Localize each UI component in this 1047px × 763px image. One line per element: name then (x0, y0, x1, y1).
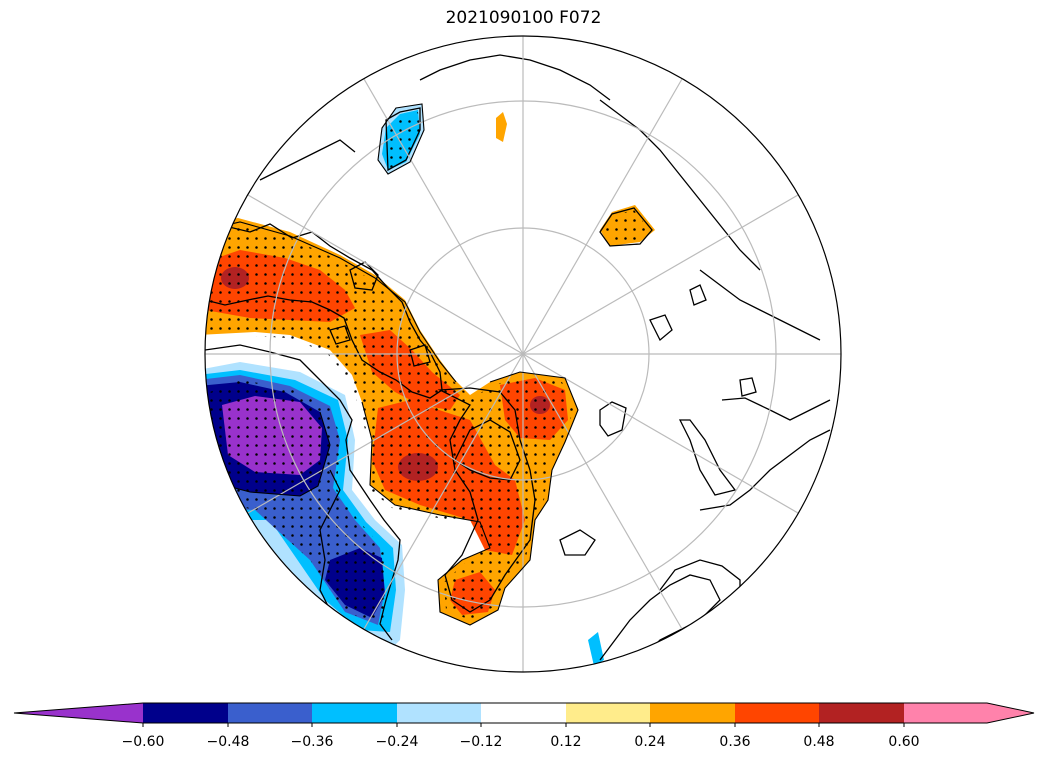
map-boundary (204, 35, 842, 673)
coast-fjord-islands (649, 284, 757, 397)
stipple-siberia (384, 112, 420, 168)
contour-line-north-america (205, 411, 331, 497)
colorbar (13, 702, 1035, 727)
colorbar-ticks (142, 723, 905, 727)
colorbar-tick-label: −0.36 (290, 734, 334, 750)
colorbar-tick-label: 0.60 (888, 734, 920, 750)
colorbar-segment-8 (735, 703, 819, 723)
coastlines (205, 54, 831, 661)
coast-siberia-east (599, 99, 761, 271)
contour-lines (205, 103, 579, 626)
map-title: 2021090100 F072 (445, 8, 602, 28)
meridian-300 (247, 194, 524, 355)
coast-hudson (205, 344, 401, 641)
stipple-north-america (210, 380, 388, 625)
colorbar-segment-4 (397, 703, 481, 723)
anomaly-fields (205, 104, 655, 666)
coast-scandinavia (599, 574, 721, 661)
colorbar-tick-label: −0.24 (375, 734, 419, 750)
colorbar-extend-low (14, 703, 143, 723)
coast-greenland-inner (454, 419, 521, 481)
anomaly-sky-norway (588, 632, 604, 666)
meridian-30 (522, 78, 683, 355)
colorbar-segment-3 (312, 703, 397, 723)
colorbar-segment-9 (819, 703, 904, 723)
contour-line-canada (205, 221, 457, 383)
coast-svalbard (599, 401, 627, 437)
coast-canadian-islands (329, 261, 431, 367)
colorbar-segment-1 (143, 703, 228, 723)
colorbar-tick-label: 0.48 (803, 734, 835, 750)
coast-wrangel (385, 107, 421, 172)
graticule (205, 36, 841, 672)
stipple-canada-greenland (205, 225, 574, 620)
anomaly-orange-arctic-spot (496, 112, 507, 142)
colorbar-segment-2 (228, 703, 312, 723)
contour-line-north-lobe (361, 371, 579, 626)
coast-taymyr (699, 269, 821, 341)
contour-line-siberia (377, 103, 425, 175)
coast-alaska-canada (205, 223, 443, 399)
meridian-330 (363, 78, 524, 355)
colorbar-segment-7 (650, 703, 735, 723)
meridian-120 (522, 353, 799, 514)
meridian-150 (522, 353, 683, 630)
colorbar-segment-5 (481, 703, 566, 723)
meridian-240 (247, 353, 524, 514)
coast-greenland (437, 387, 536, 613)
colorbar-tick-label: −0.12 (459, 734, 503, 750)
coast-russia-north (721, 397, 831, 421)
colorbar-extend-high (904, 703, 1034, 723)
colorbar-tick-label: 0.36 (719, 734, 751, 750)
coast-chukotka (419, 54, 611, 101)
colorbar-tick-label: −0.48 (206, 734, 250, 750)
coast-new-siberian (599, 207, 653, 247)
coast-kamchatka (259, 139, 356, 181)
map-panel (205, 36, 841, 672)
stippling-layer (205, 112, 650, 625)
coast-novaya-zemlya (678, 419, 737, 496)
colorbar-tick-label: 0.24 (634, 734, 666, 750)
stipple-scandinavia (604, 210, 650, 243)
colorbar-segment-6 (566, 703, 650, 723)
coast-iceland (559, 529, 596, 556)
meridian-60 (522, 194, 799, 355)
coast-labrador (319, 469, 341, 611)
colorbar-tick-label: 0.12 (550, 734, 582, 750)
meridian-210 (363, 353, 524, 630)
colorbar-tick-label: −0.60 (121, 734, 165, 750)
coast-russia-west (699, 429, 831, 511)
